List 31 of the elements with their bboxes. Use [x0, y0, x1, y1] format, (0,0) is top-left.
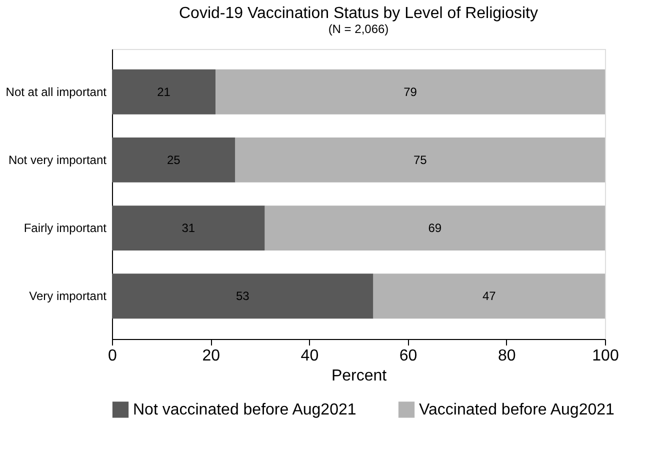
y-tick-label: Not at all important [6, 84, 108, 99]
x-tick-label: 0 [108, 348, 118, 364]
x-axis-title: Percent [331, 368, 388, 384]
data-label: 79 [404, 84, 418, 99]
legend-label: Not vaccinated before Aug2021 [133, 402, 356, 419]
bar [373, 274, 605, 319]
data-label: 75 [413, 152, 428, 167]
y-tick-label: Not very important [8, 152, 108, 167]
x-tick-label: 20 [202, 348, 220, 364]
data-label: 25 [166, 152, 181, 167]
x-tick-label: 40 [300, 348, 319, 364]
bar [264, 206, 605, 250]
data-label: 31 [182, 221, 196, 236]
data-label: 21 [157, 84, 171, 99]
legend-label: Vaccinated before Aug2021 [419, 402, 615, 419]
y-tick-label: Fairly important [24, 221, 108, 236]
data-label: 69 [428, 221, 442, 236]
chart-title: Covid-19 Vaccination Status by Level of Religiosity [179, 5, 538, 22]
bar [112, 206, 265, 250]
data-label: 53 [236, 289, 250, 304]
x-tick-label: 100 [592, 348, 619, 364]
x-tick-label: 80 [498, 348, 516, 364]
chart-subtitle: (N = 2,066) [328, 22, 389, 36]
x-tick-label: 60 [399, 348, 418, 364]
bar [216, 69, 605, 114]
y-tick-label: Very important [29, 289, 108, 304]
bar [112, 69, 216, 114]
bar [112, 138, 236, 182]
data-label: 47 [482, 289, 496, 304]
bar [112, 274, 374, 319]
bar [235, 138, 605, 182]
